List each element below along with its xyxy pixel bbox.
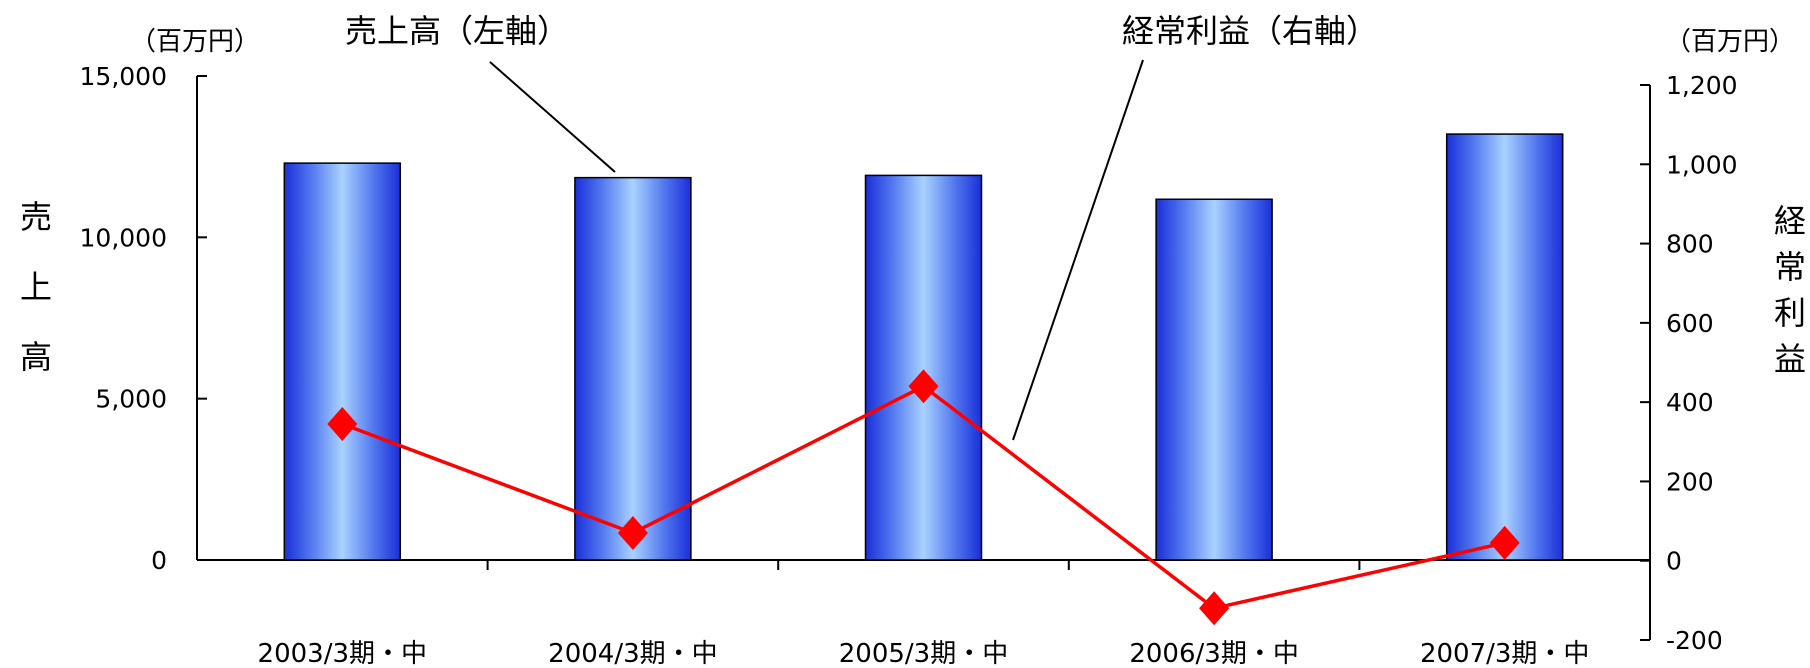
right-tick-label: -200: [1666, 626, 1723, 655]
axis-title-char: 常: [1774, 248, 1806, 286]
category-label: 2004/3期・中: [548, 639, 717, 668]
right-tick-label: 600: [1666, 309, 1714, 338]
axis-title-char: 上: [20, 268, 52, 306]
axis-title-char: 経: [1774, 202, 1806, 240]
profit-marker: [908, 369, 939, 404]
sales-bar: [864, 174, 983, 561]
series-label-sales: 売上高（左軸）: [345, 12, 569, 50]
right-axis-title: 経常利益: [1774, 202, 1806, 378]
callout-line-profit: [1012, 59, 1144, 441]
sales-bar: [1445, 133, 1564, 561]
axis-title-char: 利: [1774, 294, 1806, 332]
right-tick-label: 800: [1666, 230, 1714, 259]
sales-bar: [1155, 198, 1273, 561]
left-tick-label: 10,000: [80, 223, 167, 252]
sales-bar: [574, 176, 692, 561]
profit-marker: [327, 406, 358, 441]
left-tick-label: 0: [151, 546, 167, 575]
category-label: 2007/3期・中: [1420, 639, 1589, 668]
axis-title-char: 売: [20, 198, 52, 236]
series-label-profit: 経常利益（右軸）: [1122, 12, 1378, 50]
right-axis-unit: （百万円）: [1665, 27, 1795, 57]
profit-line-layer: [327, 369, 1520, 626]
right-tick-label: 1,200: [1666, 71, 1738, 100]
profit-marker: [1199, 591, 1230, 626]
bars: [283, 133, 1564, 561]
left-axis-unit: （百万円）: [130, 27, 260, 57]
left-tick-label: 15,000: [80, 62, 167, 91]
axis-title-char: 高: [20, 338, 52, 376]
profit-marker: [617, 515, 648, 550]
category-label: 2006/3期・中: [1129, 639, 1298, 668]
category-label: 2003/3期・中: [258, 639, 427, 668]
axis-title-char: 益: [1774, 340, 1806, 378]
profit-marker: [1489, 525, 1520, 560]
right-tick-label: 200: [1666, 467, 1714, 496]
callout-line-sales: [489, 61, 616, 173]
left-axis-title: 売上高: [20, 198, 52, 376]
sales-bar: [283, 162, 402, 561]
right-tick-label: 400: [1666, 388, 1714, 417]
right-tick-label: 0: [1666, 547, 1682, 576]
category-label: 2005/3期・中: [839, 639, 1008, 668]
category-labels: 2003/3期・中 2004/3期・中 2005/3期・中 2006/3期・中 2007…: [258, 639, 1590, 668]
left-tick-label: 5,000: [95, 385, 167, 414]
right-tick-label: 1,000: [1666, 150, 1738, 179]
axes: 15,000 10,000 5,000 0 1,200 1,000 800 600 400 200…: [80, 62, 1738, 655]
